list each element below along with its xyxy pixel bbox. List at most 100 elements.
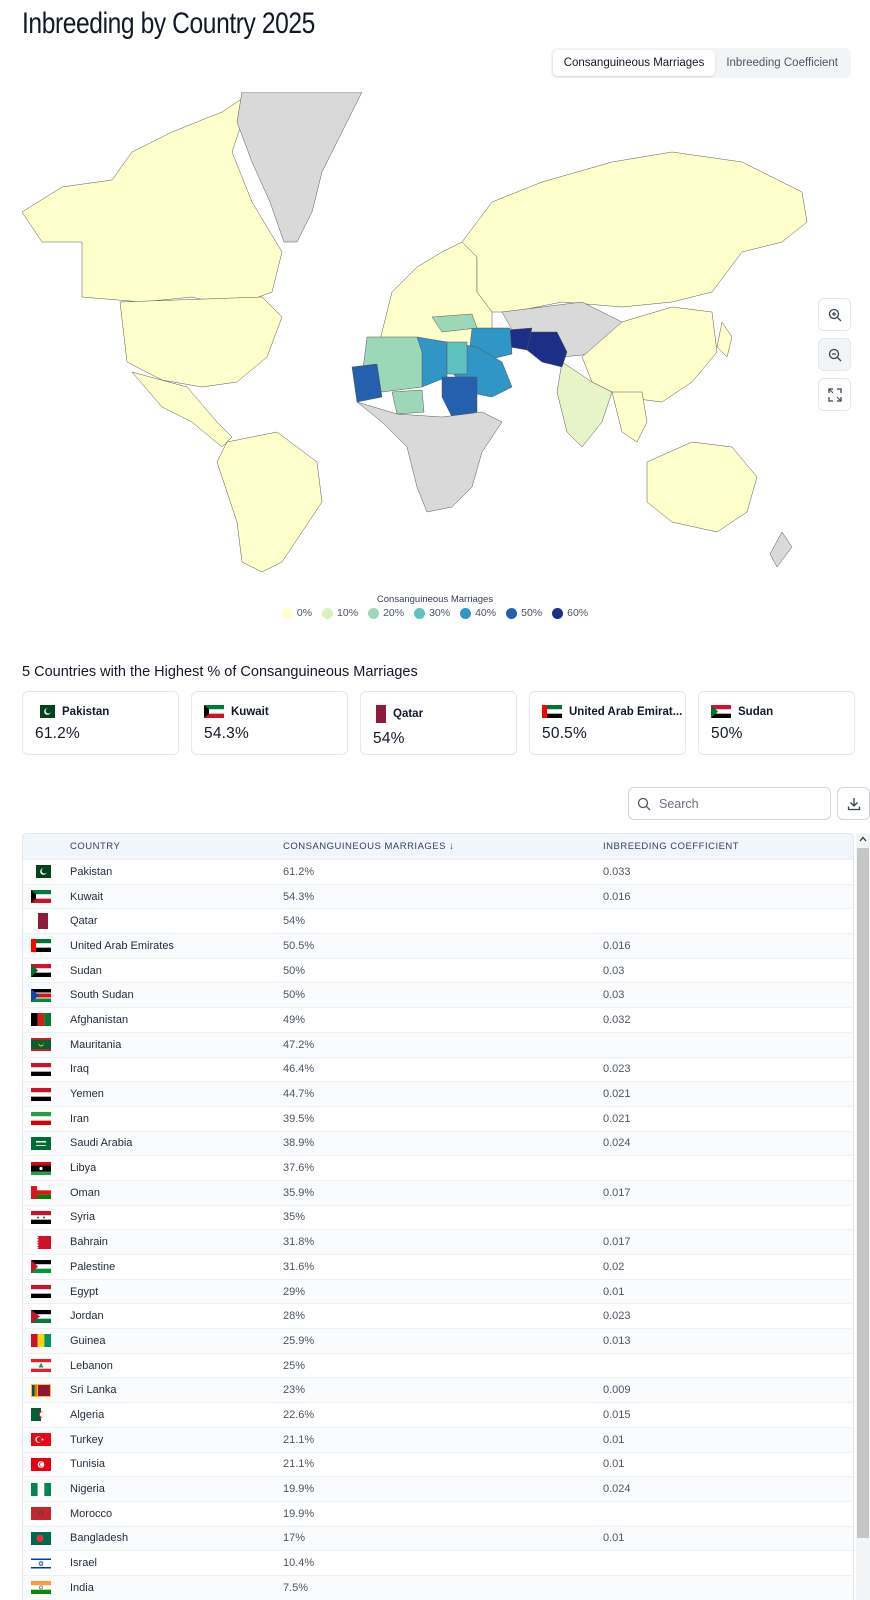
- toggle-consanguineous-marriages[interactable]: Consanguineous Marriages: [552, 50, 716, 76]
- legend-label: 0%: [296, 607, 313, 619]
- cell-inbreeding-coefficient: 0.01: [603, 1285, 625, 1298]
- legend-label: 30%: [429, 607, 451, 619]
- table-scrollbar[interactable]: [856, 833, 870, 1600]
- table-body: Pakistan 61.2% 0.033 Kuwait 54.3% 0.016 Qatar 5…: [23, 859, 853, 1600]
- header-inbreeding-coefficient[interactable]: INBREEDING COEFFICIENT: [603, 841, 740, 852]
- fullscreen-button[interactable]: [818, 378, 851, 411]
- cell-country: Bangladesh: [70, 1532, 129, 1545]
- map-legend: 0% 10% 20% 30% 40% 50% 60%: [0, 607, 870, 619]
- flag-icon: [711, 705, 731, 718]
- table-row[interactable]: Lebanon 25%: [23, 1352, 853, 1378]
- table-row[interactable]: Oman 35.9% 0.017: [23, 1179, 853, 1205]
- scroll-up-icon[interactable]: [859, 836, 867, 842]
- table-row[interactable]: Israel 10.4%: [23, 1550, 853, 1575]
- zoom-out-button[interactable]: [818, 338, 851, 371]
- table-row[interactable]: Egypt 29% 0.01: [23, 1278, 853, 1304]
- table-row[interactable]: Yemen 44.7% 0.021: [23, 1081, 853, 1106]
- cell-inbreeding-coefficient: 0.024: [603, 1483, 631, 1496]
- table-row[interactable]: Iran 39.5% 0.021: [23, 1105, 853, 1131]
- table-row[interactable]: Guinea 25.9% 0.013: [23, 1328, 853, 1353]
- table-row[interactable]: Afghanistan 49% 0.032: [23, 1007, 853, 1032]
- flag-icon: [31, 1112, 51, 1126]
- top5-card-value: 61.2%: [35, 725, 80, 742]
- search-box[interactable]: [628, 787, 831, 820]
- table-row[interactable]: India 7.5%: [23, 1574, 853, 1600]
- table-row[interactable]: Iraq 46.4% 0.023: [23, 1056, 853, 1082]
- table-row[interactable]: Bangladesh 17% 0.01: [23, 1525, 853, 1551]
- table-row[interactable]: Syria 35%: [23, 1204, 853, 1230]
- cell-country: Iran: [70, 1112, 89, 1125]
- table-row[interactable]: United Arab Emirates 50.5% 0.016: [23, 933, 853, 958]
- cell-consanguineous-marriages: 29%: [283, 1285, 306, 1298]
- legend-item: 50%: [506, 607, 542, 619]
- flag-icon: [204, 705, 224, 718]
- top5-title: 5 Countries with the Highest % of Consan…: [22, 664, 418, 680]
- table-row[interactable]: Jordan 28% 0.023: [23, 1303, 853, 1328]
- flag-icon: [35, 705, 55, 718]
- cell-country: Bahrain: [70, 1236, 108, 1249]
- search-icon: [637, 797, 651, 810]
- top5-cards: Pakistan 61.2% Kuwait 54.3% Qatar 54% United A…: [22, 691, 855, 755]
- table-row[interactable]: Bahrain 31.8% 0.017: [23, 1229, 853, 1254]
- map-country-seasia: [611, 391, 648, 443]
- cell-consanguineous-marriages: 7.5%: [283, 1581, 309, 1594]
- flag-icon: [31, 1260, 51, 1274]
- top5-card[interactable]: Pakistan 61.2%: [22, 691, 179, 755]
- legend-swatch: [552, 607, 564, 619]
- legend-label: 50%: [521, 607, 543, 619]
- top5-card[interactable]: Kuwait 54.3%: [191, 691, 348, 755]
- flag-icon: [31, 1161, 51, 1175]
- table-row[interactable]: Turkey 21.1% 0.01: [23, 1426, 853, 1452]
- zoom-in-button[interactable]: [818, 298, 851, 331]
- table-row[interactable]: Tunisia 21.1% 0.01: [23, 1451, 853, 1477]
- table-row[interactable]: Sri Lanka 23% 0.009: [23, 1377, 853, 1403]
- flag-icon: [31, 865, 51, 879]
- table-row[interactable]: South Sudan 50% 0.03: [23, 982, 853, 1008]
- table-row[interactable]: Palestine 31.6% 0.02: [23, 1254, 853, 1279]
- table-row[interactable]: Saudi Arabia 38.9% 0.024: [23, 1130, 853, 1156]
- table-row[interactable]: Qatar 54%: [23, 908, 853, 933]
- cell-country: Saudi Arabia: [70, 1137, 133, 1150]
- world-map[interactable]: [22, 92, 837, 582]
- flag-icon: [31, 1408, 51, 1422]
- cell-consanguineous-marriages: 35.9%: [283, 1186, 315, 1199]
- cell-country: India: [70, 1581, 94, 1594]
- search-input[interactable]: [657, 795, 811, 812]
- cell-country: Iraq: [70, 1063, 89, 1076]
- download-button[interactable]: [837, 787, 870, 820]
- top5-card[interactable]: United Arab Emirat... 50.5%: [529, 691, 686, 755]
- flag-icon: [31, 1136, 51, 1150]
- table-row[interactable]: Algeria 22.6% 0.015: [23, 1402, 853, 1427]
- table-row[interactable]: Mauritania 47.2%: [23, 1031, 853, 1057]
- table-row[interactable]: Sudan 50% 0.03: [23, 957, 853, 983]
- cell-country: Afghanistan: [70, 1013, 129, 1026]
- legend-swatch: [506, 607, 518, 619]
- scrollbar-thumb[interactable]: [857, 848, 869, 1538]
- cell-inbreeding-coefficient: 0.033: [603, 865, 631, 878]
- header-consanguineous-marriages[interactable]: CONSANGUINEOUS MARRIAGES ↓: [283, 841, 455, 852]
- table-header: COUNTRY CONSANGUINEOUS MARRIAGES ↓ INBRE…: [23, 834, 853, 859]
- flag-icon: [31, 964, 51, 978]
- legend-item: 0%: [281, 607, 313, 619]
- table-row[interactable]: Pakistan 61.2% 0.033: [23, 859, 853, 884]
- cell-country: Pakistan: [70, 865, 113, 878]
- top5-card[interactable]: Qatar 54%: [360, 691, 517, 755]
- top5-card-value: 54.3%: [204, 725, 249, 742]
- toggle-inbreeding-coefficient[interactable]: Inbreeding Coefficient: [726, 57, 838, 69]
- top5-card[interactable]: Sudan 50%: [698, 691, 855, 755]
- cell-country: Syria: [70, 1211, 96, 1224]
- legend-item: 40%: [460, 607, 496, 619]
- cell-country: Libya: [70, 1162, 97, 1175]
- table-row[interactable]: Morocco 19.9%: [23, 1500, 853, 1526]
- flag-icon: [31, 1457, 51, 1471]
- cell-inbreeding-coefficient: 0.02: [603, 1260, 625, 1273]
- table-row[interactable]: Nigeria 19.9% 0.024: [23, 1476, 853, 1501]
- cell-country: Guinea: [70, 1334, 106, 1347]
- top5-card-country: Qatar: [393, 708, 424, 720]
- legend-swatch: [322, 607, 334, 619]
- table-row[interactable]: Kuwait 54.3% 0.016: [23, 883, 853, 909]
- header-country[interactable]: COUNTRY: [70, 841, 121, 852]
- cell-country: Egypt: [70, 1285, 99, 1298]
- table-row[interactable]: Libya 37.6%: [23, 1155, 853, 1180]
- cell-inbreeding-coefficient: 0.03: [603, 989, 625, 1002]
